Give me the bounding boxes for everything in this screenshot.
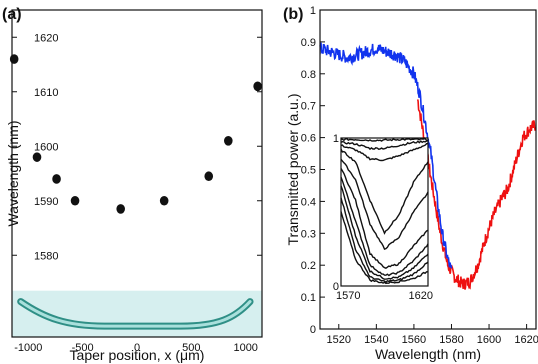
panel-a-y-tick-label: 1590 [34, 196, 58, 208]
panel-b-inset-curve [340, 211, 428, 285]
panel-b-y-tick-label: 0.8 [301, 69, 316, 81]
panel-a-x-tick-label: 500 [182, 342, 200, 354]
panel-b-y-tick-label: 0.4 [301, 196, 316, 208]
panel-b-y-tick-label: 0.7 [301, 101, 316, 113]
panel-b-x-tick-label: 1540 [364, 334, 388, 346]
panel-a-x-axis-label: Taper position, x (μm) [70, 347, 205, 363]
panel-b-inset-curve [340, 137, 429, 142]
panel-b-x-tick-label: 1620 [514, 334, 538, 346]
panel-b-y-tick-label: 0 [310, 324, 316, 336]
panel-b-series [319, 42, 537, 290]
panel-a-taper-core [19, 300, 252, 328]
panel-a-data-point [9, 54, 19, 64]
panel-b-y-tick-label: 0.2 [301, 260, 316, 272]
panel-b-inset-y-tick-label: 0 [333, 281, 339, 293]
panel-a-y-axis-label: Wavelength (nm) [5, 120, 21, 226]
panel-a-x-tick-label: 0 [134, 342, 140, 354]
panel-a-data-point [32, 152, 42, 162]
panel-b-inset-curve [340, 140, 429, 151]
panel-b-inset-x-tick-label: 1570 [336, 290, 360, 302]
panel-a-data-point [70, 195, 80, 206]
panel-b-inset-curve [340, 142, 429, 162]
panel-b-series-red [416, 99, 537, 290]
panel-b-label: (b) [283, 6, 303, 23]
panel-b-inset-curve [340, 148, 429, 235]
panel-b-y-tick-label: 1 [310, 5, 316, 17]
panel-b-inset-curve [340, 176, 429, 277]
panel-a-data-point [159, 195, 169, 206]
panel-a-y-tick-label: 1620 [34, 32, 58, 44]
panel-b-ticks: 1520 1540 1560 1580 1600 1620 0 0.1 0.2 0.3 0.4 0.5… [301, 5, 538, 346]
panel-a-y-tick-label: 1610 [34, 87, 58, 99]
panel-b-y-tick-label: 0.9 [301, 37, 316, 49]
panel-a-x-tick-label: -1000 [14, 342, 42, 354]
panel-a-frame [11, 9, 263, 338]
panel-b-inset: 1570 1620 0 1 [333, 133, 433, 302]
panel-b-frame [319, 9, 537, 330]
panel-b-y-axis-label: Transmitted power (a.u.) [285, 94, 301, 246]
panel-b-y-tick-label: 0.1 [301, 292, 316, 304]
panel-b-x-tick-label: 1560 [402, 334, 426, 346]
panel-b-y-tick-label: 0.3 [301, 228, 316, 240]
panel-b-x-tick-label: 1520 [327, 334, 351, 346]
panel-b-x-axis-label: Wavelength (nm) [375, 346, 481, 362]
panel-a-data-point [116, 204, 125, 214]
panel-a-y-tick-label: 1580 [34, 250, 58, 262]
panel-b-x-tick-label: 1600 [477, 334, 501, 346]
panel-b-y-tick-label: 0.6 [301, 133, 316, 145]
panel-b-x-tick-label: 1580 [439, 334, 463, 346]
panel-b-inset-x-tick-label: 1620 [409, 290, 433, 302]
panel-a-data-point [52, 174, 61, 184]
panel-a-data-point [253, 81, 262, 92]
panel-a-data-point [224, 136, 233, 146]
panel-a-x-tick-label: -500 [72, 342, 94, 354]
panel-b-inset-curve [340, 158, 429, 250]
panel-b-inset-curve [340, 185, 429, 280]
panel-b-inset-curve [340, 197, 429, 284]
panel-a-x-tick-label: 1000 [233, 342, 257, 354]
panel-a-data-point [204, 171, 214, 182]
panel-b-series-blue [319, 42, 453, 269]
panel-a-y-tick-label: 1600 [34, 141, 58, 153]
panel-a-points [9, 54, 262, 214]
panel-b-y-tick-label: 0.5 [301, 165, 316, 177]
panel-b-inset-y-tick-label: 1 [333, 133, 339, 145]
panel-b-inset-curve [340, 168, 429, 269]
